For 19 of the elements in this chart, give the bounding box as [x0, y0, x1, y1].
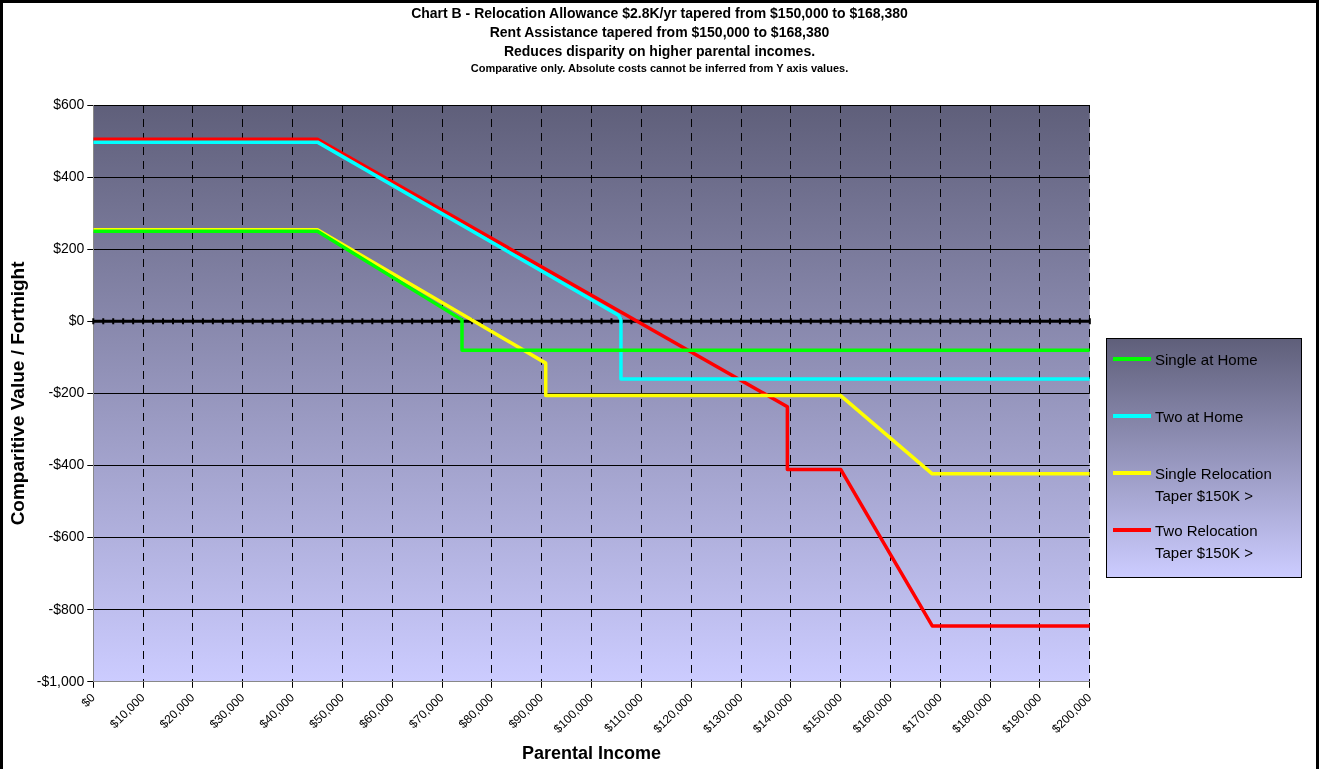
y-tick-label: $200	[53, 240, 85, 257]
x-tick-label: $0	[78, 690, 98, 710]
legend-label: Single Relocation Taper $150K >	[1155, 464, 1272, 506]
y-tick-label: -$600	[48, 528, 85, 545]
legend-label: Two Relocation Taper $150K >	[1155, 521, 1258, 563]
y-tick-label: -$200	[48, 384, 85, 401]
text: Comparative only. Absolute costs cannot be inferred from Y axis values.	[469, 61, 850, 75]
legend-label: Two at Home	[1155, 407, 1244, 427]
y-tick-label: $0	[68, 312, 85, 329]
x-axis-title: Parental Income	[522, 743, 662, 764]
y-tick-label: -$800	[48, 600, 85, 617]
legend-label: Single at Home	[1155, 350, 1258, 370]
y-tick-label: $400	[53, 167, 85, 184]
y-tick-label: -$1,000	[36, 672, 85, 689]
y-tick-label: -$400	[48, 456, 85, 473]
y-axis-title: Comparitive Value / Fortnight	[6, 260, 28, 526]
chart-subtitle: Rent Assistance tapered from $150,000 to $168,380 Reduces disparity on higher parental incomes.	[488, 23, 831, 61]
chart-title: Chart B - Relocation Allowance $2.8K/yr tapered from $150,000 to $168,380	[410, 4, 909, 23]
y-tick-label: $600	[53, 95, 85, 112]
